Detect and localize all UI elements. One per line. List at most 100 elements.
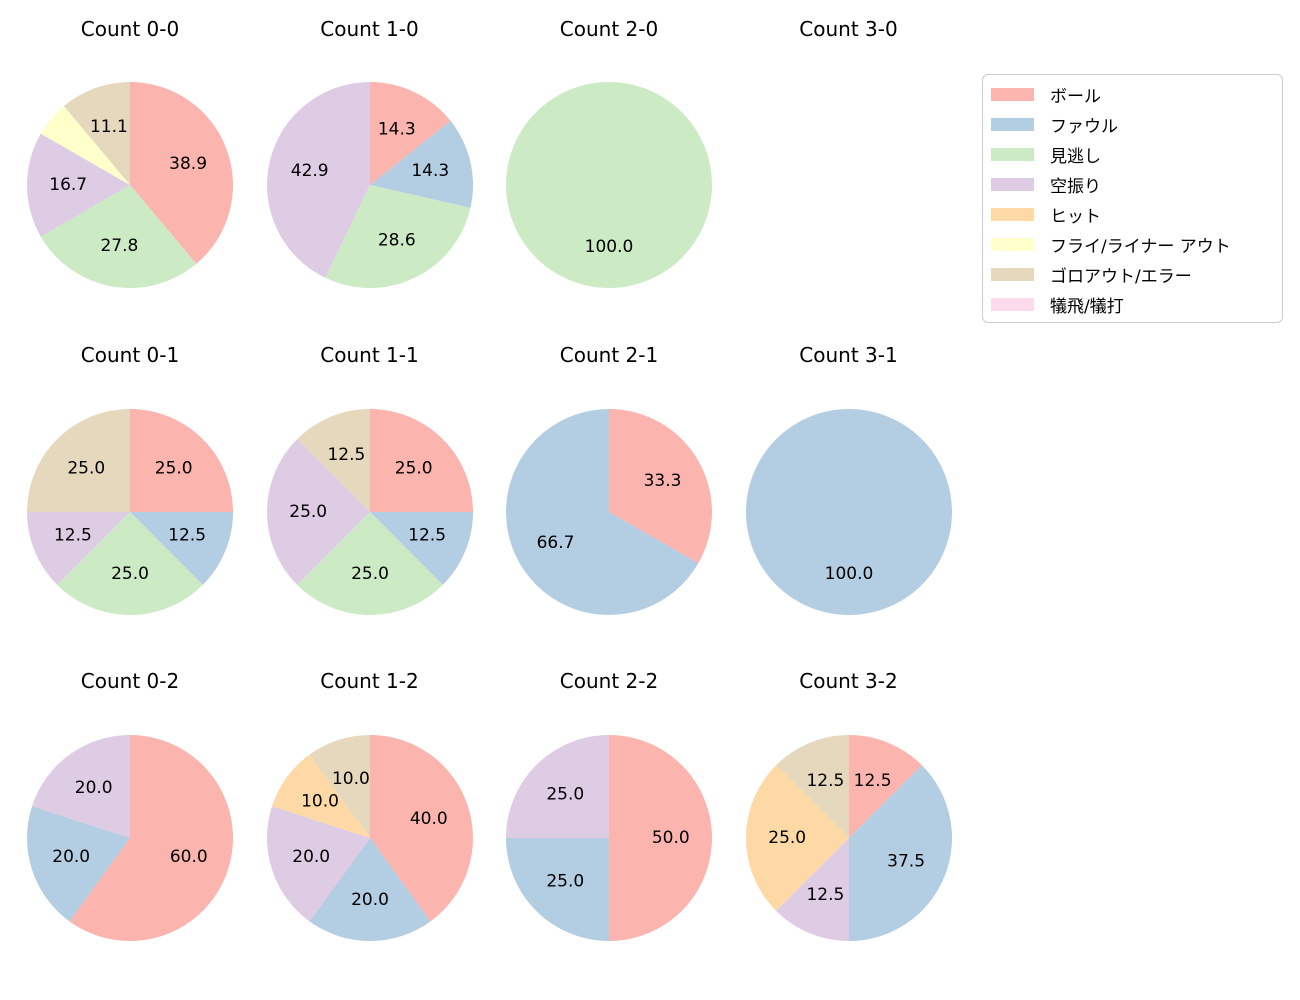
pie-slice-percent-label: 10.0 [331, 769, 369, 789]
chart-title-count-2-0: Count 2-0 [559, 17, 659, 41]
legend-label: ボール [1050, 86, 1101, 107]
pie-count-0-1: 25.0 12.5 25.0 12.5 25.0 [27, 408, 233, 615]
legend-item: 空振り [983, 169, 1282, 199]
legend-item: ボール [983, 79, 1282, 109]
pie-slice [775, 735, 849, 838]
pie-slice-percent-label: 28.6 [377, 230, 415, 250]
pie-slice [40, 184, 197, 288]
pie-slice [296, 408, 370, 512]
pie-slice-percent-label: 42.9 [290, 161, 328, 181]
legend-swatch-icon [991, 267, 1034, 281]
pie-slice [130, 408, 233, 512]
pie-slice-percent-label: 16.7 [49, 175, 87, 195]
legend-label: ファウル [1050, 116, 1118, 137]
pie-slice-percent-label: 25.0 [67, 458, 105, 478]
pie-slice-percent-label: 33.3 [644, 471, 682, 491]
chart-title-count-3-1: Count 3-1 [799, 343, 898, 367]
pie-slice-percent-label: 27.8 [100, 235, 138, 255]
chart-title-count-3-2: Count 3-2 [799, 669, 898, 693]
pie-slice-percent-label: 12.5 [168, 525, 206, 545]
pie-count-1-1: 25.0 12.5 25.0 25.0 12.5 [266, 408, 473, 615]
chart-title-count-1-1: Count 1-1 [320, 343, 419, 367]
pie-slice-percent-label: 14.3 [411, 161, 449, 181]
pie-slice [506, 408, 699, 615]
pie-slice [130, 511, 233, 585]
pie-slice [745, 765, 849, 911]
pie-slice-percent-label: 25.0 [394, 458, 432, 478]
chart-title-count-0-2: Count 0-2 [80, 669, 180, 693]
pie-slice-percent-label: 20.0 [75, 778, 113, 798]
legend-swatch-icon [991, 207, 1034, 221]
pie-slice [506, 735, 609, 838]
pie-slice-percent-label: 12.5 [54, 525, 92, 545]
pie-slice-percent-label: 12.5 [408, 525, 446, 545]
pie-slice [63, 81, 130, 185]
legend-swatch-icon [991, 147, 1034, 161]
legend-label: ゴロアウト/エラー [1050, 266, 1192, 287]
pie-slice [266, 438, 370, 585]
pie-slice [775, 838, 849, 941]
pie-slice [506, 838, 609, 941]
pie-slice [369, 511, 473, 585]
pie-slice [271, 754, 370, 838]
pie-slice [745, 408, 952, 615]
pie-slice-percent-label: 37.5 [887, 852, 925, 872]
pie-slice-percent-label: 25.0 [289, 502, 327, 522]
legend-swatch-icon [991, 87, 1034, 101]
pie-count-0-0: 38.9 27.8 16.7 11.1 [27, 81, 233, 288]
pie-slice-percent-label: 12.5 [806, 885, 844, 905]
pie-slice-percent-label: 25.0 [768, 828, 806, 848]
pie-slice [40, 105, 130, 185]
pie-slice-percent-label: 10.0 [301, 792, 339, 812]
chart-title-count-3-0: Count 3-0 [799, 17, 898, 41]
pie-slice [848, 765, 952, 941]
pie-count-1-0: 14.3 14.3 28.6 42.9 [266, 81, 473, 288]
pie-count-2-0: 100.0 [506, 81, 712, 288]
pie-slice [266, 806, 370, 922]
pie-slice-percent-label: 38.9 [169, 153, 207, 173]
pie-slice [609, 735, 712, 941]
chart-title-count-0-1: Count 0-1 [80, 343, 180, 367]
legend-item: 見逃し [983, 139, 1282, 169]
pie-slice-percent-label: 11.1 [90, 116, 128, 136]
pie-slice-percent-label: 25.0 [155, 458, 193, 478]
legend-label: 犠飛/犠打 [1050, 296, 1124, 317]
pie-slice [27, 408, 130, 512]
chart-title-count-2-2: Count 2-2 [559, 669, 659, 693]
pie-slice [27, 806, 130, 922]
pie-slice [609, 408, 712, 563]
pie-count-2-1: 33.3 66.7 [506, 408, 712, 615]
chart-title-count-2-1: Count 2-1 [559, 343, 659, 367]
pie-slice-percent-label: 25.0 [546, 872, 584, 892]
legend-item: ファウル [983, 109, 1282, 139]
pie-slice-percent-label: 100.0 [585, 236, 634, 256]
legend: ボール ファウル 見逃し 空振り ヒット フライ/ライナー アウト ゴロアウト/エラー 犠飛/… [982, 74, 1283, 323]
pie-slice-percent-label: 25.0 [351, 563, 389, 583]
pie-slice [369, 81, 451, 185]
pie-slice [32, 735, 130, 838]
pie-count-1-2: 40.0 20.0 20.0 10.0 10.0 [266, 735, 473, 941]
pie-slice [369, 408, 473, 512]
pie-slice-percent-label: 25.0 [111, 563, 149, 583]
pie-slice [296, 511, 443, 615]
pie-slice [27, 511, 130, 585]
pie-slice-percent-label: 12.5 [853, 771, 891, 791]
pie-slice [369, 735, 473, 922]
pie-slice-percent-label: 50.0 [652, 828, 690, 848]
pie-slice [369, 120, 473, 208]
pie-slice [69, 735, 233, 941]
legend-label: ヒット [1050, 206, 1101, 227]
pie-slice-percent-label: 20.0 [351, 890, 389, 910]
legend-label: 空振り [1050, 176, 1101, 197]
pie-slice [506, 81, 712, 288]
pie-slice [27, 133, 130, 237]
pie-slice-percent-label: 12.5 [806, 771, 844, 791]
pie-count-2-2: 50.0 25.0 25.0 [506, 735, 712, 941]
pie-slice [57, 511, 203, 615]
legend-swatch-icon [991, 117, 1034, 131]
legend-item: 犠飛/犠打 [983, 289, 1282, 319]
pie-slice [308, 735, 370, 838]
pie-slice-percent-label: 12.5 [327, 444, 365, 464]
legend-item: ヒット [983, 199, 1282, 229]
